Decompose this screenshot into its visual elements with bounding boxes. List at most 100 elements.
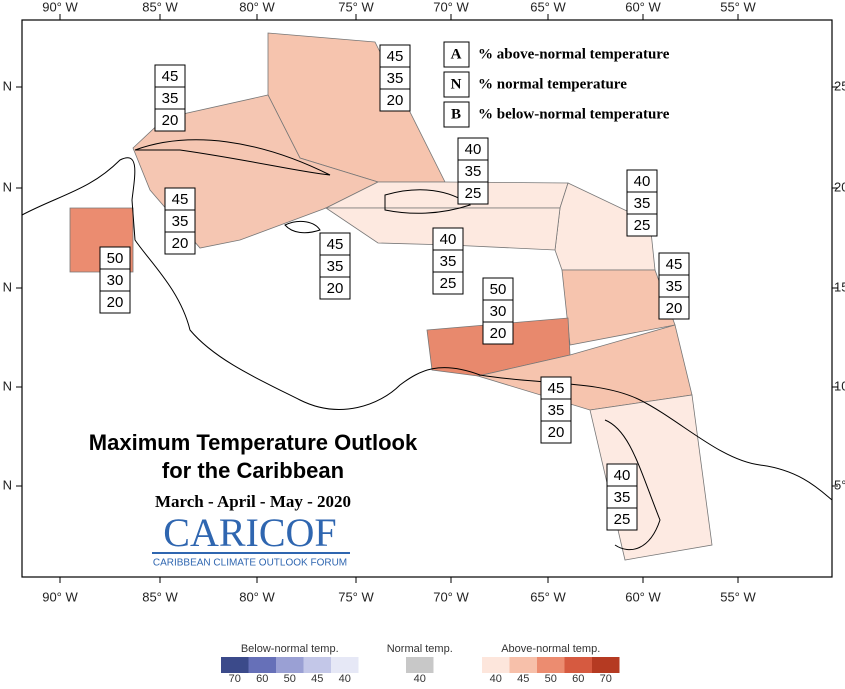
prob-below: 20 — [172, 235, 189, 252]
left-tick-label: N — [3, 477, 12, 492]
key-text: % above-normal temperature — [478, 46, 670, 62]
left-tick-label: N — [3, 78, 12, 93]
key-letter: B — [451, 106, 461, 122]
top-tick-label: 75° W — [338, 0, 374, 14]
top-tick-label: 90° W — [42, 0, 78, 14]
probability-boxes: 45 35 20 45 35 20 40 35 25 40 35 25 45 35 20 45 35 20 40 35… — [99, 44, 690, 531]
scale-swatch — [406, 657, 434, 673]
key-letter: N — [451, 76, 462, 92]
bottom-tick-label: 65° W — [530, 589, 566, 604]
right-tick-label: 25 — [834, 78, 845, 93]
bottom-tick-label: 60° W — [625, 589, 661, 604]
left-tick-label: N — [3, 378, 12, 393]
right-tick-label: 5° — [834, 477, 845, 492]
scale-swatch — [509, 657, 537, 673]
prob-below: 20 — [387, 92, 404, 109]
title-line2: for the Caribbean — [162, 458, 344, 483]
bottom-tick-label: 85° W — [142, 589, 178, 604]
prob-cell — [432, 271, 464, 295]
prob-above: 45 — [162, 68, 179, 85]
scale-tick: 60 — [256, 673, 268, 684]
scale-swatch — [537, 657, 565, 673]
scale-swatch — [276, 657, 304, 673]
color-scale: Below-normal temp. 70 60 50 45 40 Normal temp.… — [221, 643, 620, 685]
scale-tick: 40 — [490, 673, 502, 684]
prob-below: 25 — [634, 217, 651, 234]
bottom-tick-label: 55° W — [720, 589, 756, 604]
scale-tick: 60 — [572, 673, 584, 684]
prob-above: 50 — [107, 250, 124, 267]
season: March - April - May - 2020 — [155, 492, 351, 511]
prob-normal: 30 — [490, 303, 507, 320]
prob-normal: 35 — [614, 489, 631, 506]
prob-cell — [482, 321, 514, 345]
key: A % above-normal temperature N % normal tem… — [443, 41, 670, 128]
top-tick-label: 80° W — [239, 0, 275, 14]
guianas-coast — [604, 419, 661, 551]
prob-normal: 35 — [465, 163, 482, 180]
map-frame — [21, 19, 833, 578]
scale-label: Normal temp. — [387, 643, 453, 655]
prob-below: 20 — [666, 300, 683, 317]
right-tick-label: 20° — [834, 179, 845, 194]
prob-normal: 35 — [387, 70, 404, 87]
prob-normal: 35 — [172, 213, 189, 230]
scale-tick: 40 — [414, 673, 426, 684]
scale-swatch — [482, 657, 510, 673]
cuba — [134, 139, 331, 176]
prob-above: 45 — [327, 236, 344, 253]
mainland-coast — [21, 157, 833, 501]
prob-cell — [626, 213, 658, 237]
scale-swatch — [303, 657, 331, 673]
title-line1: Maximum Temperature Outlook — [89, 430, 418, 455]
prob-below: 25 — [465, 185, 482, 202]
scale-tick: 70 — [600, 673, 612, 684]
scale-tick: 50 — [545, 673, 557, 684]
prob-cell — [606, 507, 638, 531]
top-tick-label: 60° W — [625, 0, 661, 14]
prob-above: 40 — [440, 231, 457, 248]
prob-below: 20 — [490, 325, 507, 342]
prob-below: 25 — [440, 275, 457, 292]
bottom-tick-label: 70° W — [433, 589, 469, 604]
key-letter: A — [451, 46, 462, 62]
right-tick-label: 15° — [834, 279, 845, 294]
logo-subtitle: CARIBBEAN CLIMATE OUTLOOK FORUM — [153, 558, 347, 569]
top-tick-label: 55° W — [720, 0, 756, 14]
hispaniola — [384, 189, 472, 214]
scale-swatch — [221, 657, 249, 673]
prob-normal: 35 — [162, 90, 179, 107]
key-box — [443, 71, 470, 98]
prob-cell — [457, 181, 489, 205]
prob-cell — [319, 276, 351, 300]
prob-above: 40 — [614, 467, 631, 484]
axes: 90° W 85° W 80° W 75° W 70° W 65° W 60° W 55° W… — [3, 0, 845, 604]
prob-cell — [164, 231, 196, 255]
top-tick-label: 85° W — [142, 0, 178, 14]
prob-normal: 35 — [634, 195, 651, 212]
coastlines — [21, 139, 833, 551]
left-tick-label: N — [3, 279, 12, 294]
prob-below: 20 — [162, 112, 179, 129]
key-text: % below-normal temperature — [478, 106, 670, 122]
prob-below: 20 — [327, 280, 344, 297]
logo: CARICOF — [163, 510, 336, 555]
key-box — [443, 101, 470, 128]
prob-normal: 30 — [107, 272, 124, 289]
scale-tick: 70 — [229, 673, 241, 684]
bottom-tick-label: 80° W — [239, 589, 275, 604]
prob-normal: 35 — [666, 278, 683, 295]
prob-below: 20 — [548, 424, 565, 441]
prob-normal: 35 — [327, 258, 344, 275]
key-box — [443, 41, 470, 68]
prob-cell — [99, 290, 131, 314]
top-tick-label: 65° W — [530, 0, 566, 14]
scale-label: Above-normal temp. — [501, 643, 600, 655]
prob-above: 45 — [666, 256, 683, 273]
prob-above: 40 — [634, 173, 651, 190]
prob-above: 50 — [490, 281, 507, 298]
bottom-tick-label: 75° W — [338, 589, 374, 604]
scale-label: Below-normal temp. — [241, 643, 339, 655]
